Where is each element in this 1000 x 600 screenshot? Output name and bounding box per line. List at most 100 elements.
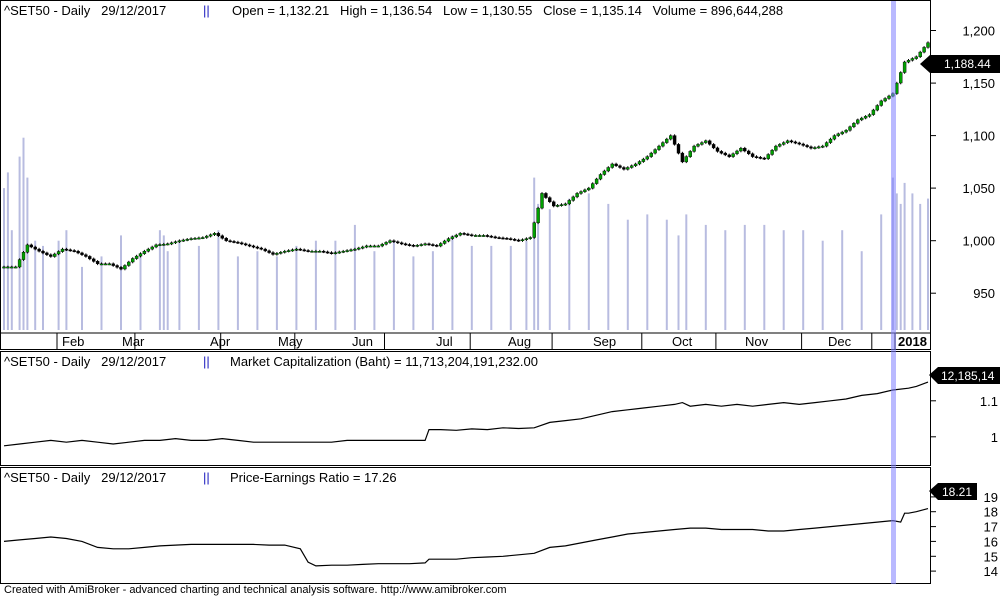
price-candle <box>598 173 603 181</box>
volume-bar <box>295 245 298 330</box>
price-candle <box>665 137 669 144</box>
price-y-tick-label: 950 <box>973 286 995 301</box>
mcap-header-value: Market Capitalization (Baht) = 11,713,20… <box>230 354 538 369</box>
price-candle <box>400 241 404 246</box>
price-candle <box>856 118 860 125</box>
price-candle <box>177 239 182 243</box>
price-candle <box>485 234 490 238</box>
price-candle <box>361 245 365 250</box>
price-candle <box>739 146 743 153</box>
volume-bar <box>724 230 727 330</box>
month-label: Feb <box>62 334 84 349</box>
price-candle <box>470 233 474 237</box>
price-candle <box>146 247 151 253</box>
volume-bar <box>763 224 766 330</box>
price-candle <box>49 253 53 258</box>
price-candle <box>84 253 88 258</box>
price-candle <box>384 241 388 246</box>
price-candle <box>435 244 439 248</box>
price-candle <box>489 234 493 239</box>
price-candle <box>259 246 263 251</box>
volume-bar <box>899 203 902 330</box>
volume-bar <box>509 245 512 330</box>
volume-bar <box>911 193 914 330</box>
volume-bar <box>275 256 278 330</box>
price-candle <box>501 236 505 240</box>
price-candle <box>329 251 334 255</box>
volume-bar <box>704 224 707 330</box>
price-candle <box>454 233 458 239</box>
price-candle <box>524 237 529 241</box>
price-candle <box>622 166 626 171</box>
price-candle <box>111 262 115 267</box>
pe-line <box>3 508 929 567</box>
volume-bar <box>646 214 649 330</box>
volume-bar <box>392 240 395 330</box>
price-candle <box>37 247 41 253</box>
price-candle <box>201 236 205 240</box>
cursor-line[interactable] <box>891 1 896 584</box>
price-header-sep: || <box>203 3 210 18</box>
pe-y-tick-label: 14 <box>984 564 998 579</box>
pe-pane-frame <box>0 467 931 584</box>
volume-bar <box>821 240 824 330</box>
price-candle <box>528 236 532 240</box>
last-pe-tag: 18.21 <box>929 483 977 500</box>
price-candle <box>224 237 228 242</box>
price-candle <box>193 237 197 240</box>
volume-bar <box>802 230 805 330</box>
price-candle <box>731 152 735 158</box>
price-candle <box>505 237 509 240</box>
volume-bar <box>139 256 142 330</box>
price-candle <box>29 243 33 249</box>
price-candle <box>310 249 314 253</box>
price-candle <box>107 262 112 266</box>
volume-bar <box>841 230 844 330</box>
year-label: 2018 <box>898 334 927 349</box>
price-candle <box>376 244 380 248</box>
mcap-pane-frame <box>0 351 931 466</box>
price-candle <box>341 249 345 254</box>
price-candle <box>680 151 685 164</box>
volume-bar <box>860 251 863 330</box>
price-candle <box>318 249 322 253</box>
price-candle <box>493 235 497 239</box>
volume-bar <box>537 203 540 330</box>
price-candle <box>439 242 443 248</box>
price-candle <box>477 234 482 237</box>
price-candle <box>583 188 587 193</box>
price-candle <box>766 153 770 160</box>
price-candle <box>824 141 829 148</box>
price-candle <box>236 240 240 244</box>
price-candle <box>875 104 879 112</box>
volume-bar <box>26 177 29 330</box>
price-candle <box>283 249 287 254</box>
price-candle <box>95 260 100 266</box>
price-candle <box>688 150 692 158</box>
volume-bar <box>451 235 454 330</box>
price-candle <box>649 151 653 158</box>
footer-credit: Created with AmiBroker - advanced charti… <box>4 584 507 596</box>
price-candle <box>774 144 778 152</box>
price-candle <box>591 182 595 190</box>
price-candle <box>696 143 700 148</box>
price-candle <box>708 139 712 146</box>
price-candle <box>544 192 548 199</box>
mcap-line <box>3 381 929 447</box>
price-candle <box>914 55 918 60</box>
price-candle <box>353 247 357 251</box>
mcap-chart: 11.1 <box>3 381 998 447</box>
price-candle <box>575 192 579 199</box>
month-label: May <box>278 334 303 349</box>
price-candle <box>630 164 634 169</box>
price-candle <box>711 143 716 150</box>
month-label: Jul <box>436 334 453 349</box>
price-candle <box>21 251 26 261</box>
price-candle <box>567 199 571 206</box>
price-candle <box>349 248 353 252</box>
price-candle <box>415 244 419 248</box>
price-candle <box>396 240 400 244</box>
volume-bar <box>665 219 668 330</box>
price-candle <box>594 177 599 185</box>
volume-bar <box>533 177 536 330</box>
